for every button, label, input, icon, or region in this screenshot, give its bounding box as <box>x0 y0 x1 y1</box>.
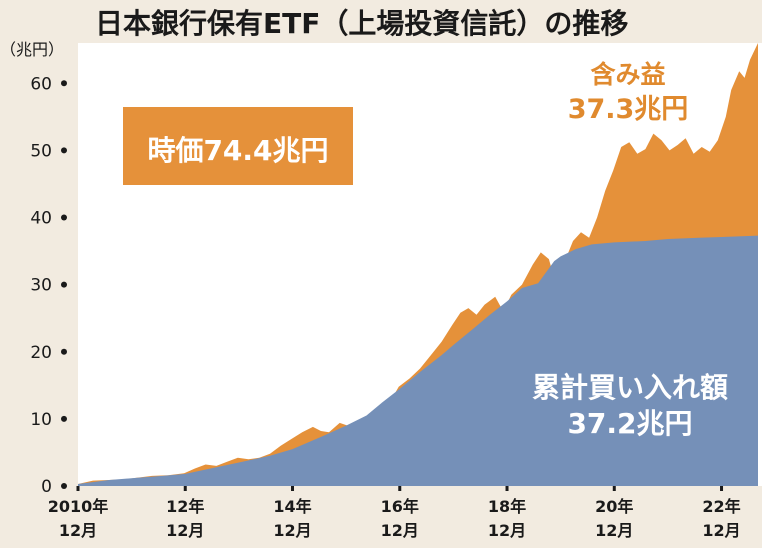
x-tick-year: 16年 <box>381 497 419 516</box>
x-tick-year: 22年 <box>702 497 740 516</box>
x-tick-month: 12月 <box>381 521 419 540</box>
x-tick-month: 12月 <box>273 521 311 540</box>
y-tick-dot <box>61 348 67 355</box>
y-tick-dot <box>61 483 67 489</box>
y-tick-label: 30 <box>30 276 52 296</box>
x-tick-year: 20年 <box>595 497 633 516</box>
x-tick-month: 12月 <box>595 521 633 540</box>
y-tick-label: 20 <box>30 343 52 363</box>
x-axis: 2010年 12月 12年 12月 14年 12月 16年 12月 18年 12月 20年 12月 22… <box>48 486 741 540</box>
y-unit-label: （兆円） <box>0 40 64 59</box>
gain-value: 37.3兆円 <box>568 94 689 125</box>
x-tick-month: 12月 <box>59 521 97 540</box>
x-tick-month: 12月 <box>488 521 526 540</box>
cumulative-value: 37.2兆円 <box>567 407 692 440</box>
x-tick-mark <box>720 486 724 491</box>
x-tick-mark <box>183 486 187 491</box>
x-tick-mark <box>76 486 80 491</box>
y-tick-label: 60 <box>30 74 52 94</box>
y-tick-dot <box>61 415 67 422</box>
x-tick-month: 12月 <box>166 521 204 540</box>
y-tick-label: 50 <box>30 141 52 161</box>
y-tick-label: 40 <box>30 209 52 229</box>
x-tick-month: 12月 <box>702 521 740 540</box>
x-tick-year: 12年 <box>166 497 204 516</box>
cumulative-label: 累計買い入れ額 <box>532 371 728 404</box>
x-tick-year: 14年 <box>273 497 311 516</box>
y-tick-label: 0 <box>41 477 52 497</box>
y-tick-dot <box>61 281 67 288</box>
x-tick-mark <box>612 486 616 491</box>
total-value-box <box>123 107 353 185</box>
area-cumulative-purchases <box>78 235 758 486</box>
y-tick-label: 10 <box>30 410 52 430</box>
x-tick-mark <box>505 486 509 491</box>
x-tick-year: 18年 <box>488 497 526 516</box>
total-value-label: 時価74.4兆円 <box>147 134 328 167</box>
y-axis: 0 10 20 30 40 50 60 <box>30 74 67 497</box>
x-tick-year: 2010年 <box>48 497 109 516</box>
x-tick-mark <box>398 486 402 491</box>
y-tick-dot <box>61 80 67 87</box>
chart-title: 日本銀行保有ETF（上場投資信託）の推移 <box>95 7 628 40</box>
x-tick-mark <box>291 486 295 491</box>
gain-label: 含み益 <box>590 60 665 89</box>
y-tick-dot <box>61 147 67 154</box>
y-tick-dot <box>61 214 67 221</box>
